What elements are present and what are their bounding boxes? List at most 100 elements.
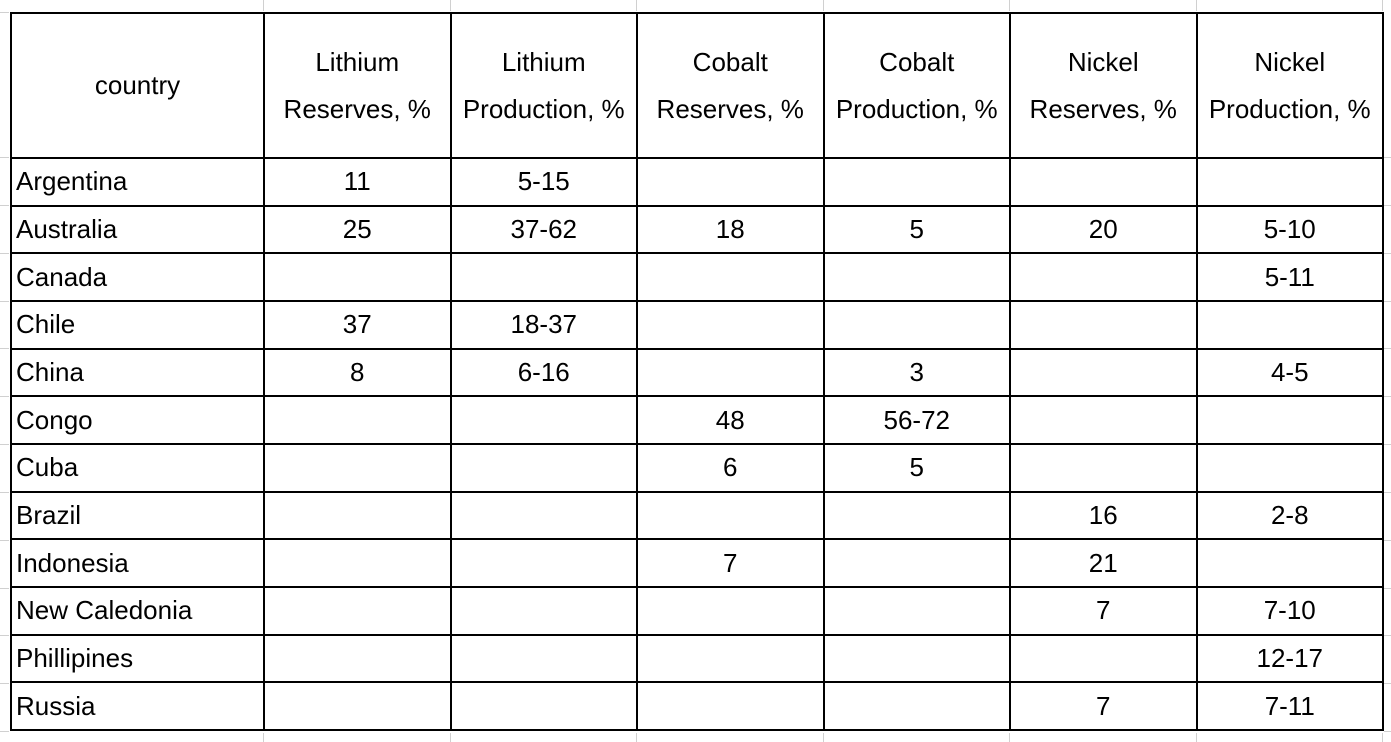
value-cell[interactable]: 5-10 [1195,204,1384,255]
value-cell[interactable] [263,490,452,541]
value-cell[interactable] [1195,299,1384,350]
value-cell[interactable] [449,395,638,445]
sheet-gridline [636,0,637,11]
value-cell[interactable]: 18 [636,204,825,255]
value-cell[interactable]: 6 [636,442,825,493]
country-cell[interactable]: Cuba [10,442,265,493]
value-cell[interactable] [822,538,1011,588]
value-cell[interactable] [449,681,638,731]
column-header-country[interactable]: country [10,12,265,159]
country-cell[interactable]: China [10,347,265,398]
value-cell[interactable]: 18-37 [449,299,638,350]
value-cell[interactable] [1195,538,1384,588]
value-cell[interactable] [636,585,825,636]
value-cell[interactable]: 5 [822,442,1011,493]
value-cell[interactable] [263,538,452,588]
value-cell[interactable]: 7 [1009,585,1198,636]
value-cell[interactable] [449,633,638,684]
value-cell[interactable] [1009,442,1198,493]
value-cell[interactable] [263,252,452,302]
value-cell[interactable] [263,585,452,636]
value-cell[interactable] [636,299,825,350]
value-cell[interactable]: 4-5 [1195,347,1384,398]
value-cell[interactable] [449,490,638,541]
value-cell[interactable]: 16 [1009,490,1198,541]
country-cell[interactable]: Canada [10,252,265,302]
value-cell[interactable] [263,442,452,493]
country-cell[interactable]: Indonesia [10,538,265,588]
value-cell[interactable]: 7-10 [1195,585,1384,636]
value-cell[interactable] [1009,299,1198,350]
country-cell[interactable]: Russia [10,681,265,731]
value-cell[interactable] [1009,633,1198,684]
value-cell[interactable] [1195,395,1384,445]
sheet-gridline [0,491,9,493]
sheet-gridline [0,635,9,637]
value-cell[interactable] [449,538,638,588]
sheet-gridline [1384,252,1391,254]
value-cell[interactable] [822,633,1011,684]
column-header-cobalt-reserves[interactable]: Cobalt Reserves, % [636,12,825,159]
value-cell[interactable] [636,252,825,302]
value-cell[interactable]: 5 [822,204,1011,255]
column-header-nickel-production[interactable]: Nickel Production, % [1195,12,1384,159]
country-cell[interactable]: New Caledonia [10,585,265,636]
sheet-gridline [1384,587,1391,589]
value-cell[interactable] [1009,252,1198,302]
value-cell[interactable]: 25 [263,204,452,255]
value-cell[interactable]: 2-8 [1195,490,1384,541]
value-cell[interactable]: 37 [263,299,452,350]
value-cell[interactable]: 37-62 [449,204,638,255]
value-cell[interactable] [636,157,825,207]
value-cell[interactable] [822,490,1011,541]
value-cell[interactable]: 8 [263,347,452,398]
value-cell[interactable]: 11 [263,157,452,207]
value-cell[interactable] [822,157,1011,207]
value-cell[interactable] [636,633,825,684]
value-cell[interactable]: 56-72 [822,395,1011,445]
value-cell[interactable]: 7 [1009,681,1198,731]
value-cell[interactable]: 48 [636,395,825,445]
country-cell[interactable]: Brazil [10,490,265,541]
value-cell[interactable] [263,633,452,684]
sheet-gridline [1384,731,1391,732]
value-cell[interactable]: 6-16 [449,347,638,398]
value-cell[interactable] [1195,157,1384,207]
value-cell[interactable] [636,347,825,398]
column-header-lithium-reserves[interactable]: Lithium Reserves, % [263,12,452,159]
value-cell[interactable]: 3 [822,347,1011,398]
value-cell[interactable] [822,681,1011,731]
country-cell[interactable]: Phillipines [10,633,265,684]
value-cell[interactable] [263,681,452,731]
value-cell[interactable] [822,299,1011,350]
value-cell[interactable] [1009,347,1198,398]
value-cell[interactable]: 5-15 [449,157,638,207]
value-cell[interactable]: 7-11 [1195,681,1384,731]
value-cell[interactable] [636,681,825,731]
value-cell[interactable]: 5-11 [1195,252,1384,302]
value-cell[interactable] [1009,157,1198,207]
value-cell[interactable] [1009,395,1198,445]
value-cell[interactable] [1195,442,1384,493]
value-cell[interactable] [636,490,825,541]
sheet-gridline [1384,348,1391,350]
value-cell[interactable]: 20 [1009,204,1198,255]
country-cell[interactable]: Australia [10,204,265,255]
country-cell[interactable]: Argentina [10,157,265,207]
table-row: Indonesia 7 21 [10,538,1384,588]
value-cell[interactable]: 7 [636,538,825,588]
value-cell[interactable] [449,252,638,302]
sheet-gridline [0,348,9,350]
value-cell[interactable]: 21 [1009,538,1198,588]
column-header-nickel-reserves[interactable]: Nickel Reserves, % [1009,12,1198,159]
country-cell[interactable]: Congo [10,395,265,445]
value-cell[interactable]: 12-17 [1195,633,1384,684]
column-header-cobalt-production[interactable]: Cobalt Production, % [822,12,1011,159]
country-cell[interactable]: Chile [10,299,265,350]
value-cell[interactable] [822,252,1011,302]
value-cell[interactable] [449,585,638,636]
value-cell[interactable] [822,585,1011,636]
value-cell[interactable] [449,442,638,493]
column-header-lithium-production[interactable]: Lithium Production, % [449,12,638,159]
value-cell[interactable] [263,395,452,445]
